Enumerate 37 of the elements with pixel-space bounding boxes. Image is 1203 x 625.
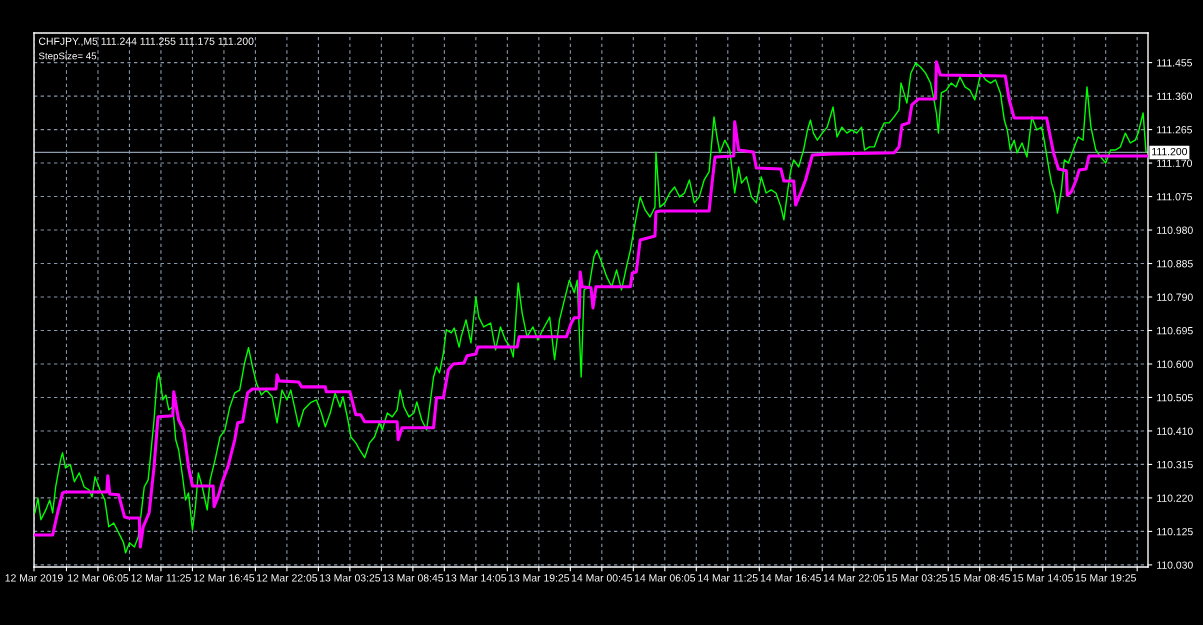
- x-tick-label: 14 Mar 22:05: [823, 574, 885, 582]
- x-tick-label: 13 Mar 19:25: [508, 574, 570, 582]
- x-tick-label: 15 Mar 14:05: [1012, 574, 1073, 582]
- x-tick-label: 12 Mar 2019: [5, 574, 63, 582]
- y-tick-label: 111.170: [1157, 159, 1193, 167]
- ref-line-label: 111.200: [1152, 147, 1188, 156]
- x-tick-label: 12 Mar 16:45: [194, 574, 255, 582]
- x-tick-label: 13 Mar 03:25: [320, 574, 381, 582]
- x-tick-label: 12 Mar 06:05: [68, 574, 129, 582]
- y-tick-label: 110.125: [1157, 527, 1193, 536]
- y-tick-label: 110.220: [1157, 494, 1193, 502]
- x-tick-label: 12 Mar 22:05: [257, 574, 318, 582]
- y-tick-label: 111.360: [1157, 92, 1193, 100]
- y-tick-label: 110.315: [1157, 460, 1193, 469]
- y-tick-label: 111.455: [1157, 59, 1193, 67]
- y-tick-label: 110.410: [1157, 427, 1193, 435]
- x-tick-label: 14 Mar 06:05: [634, 574, 696, 582]
- y-tick-label: 111.265: [1157, 126, 1193, 134]
- y-tick-label: 110.695: [1157, 326, 1193, 335]
- x-tick-label: 12 Mar 11:25: [131, 574, 191, 582]
- chart-title: CHFJPY.,M5 111.244 111.255 111.175 111.200: [38, 37, 254, 47]
- y-tick-label: 110.790: [1157, 293, 1193, 301]
- x-tick-label: 14 Mar 16:45: [760, 574, 822, 582]
- x-tick-label: 15 Mar 19:25: [1075, 574, 1136, 582]
- y-tick-label: 110.030: [1157, 561, 1193, 569]
- text: StepSize= 45: [38, 52, 97, 62]
- y-tick-label: 111.075: [1157, 193, 1193, 201]
- y-tick-label: 110.885: [1157, 260, 1193, 268]
- y-tick-label: 110.600: [1157, 360, 1193, 368]
- x-tick-label: 13 Mar 14:05: [445, 574, 507, 582]
- y-tick-label: 110.980: [1157, 226, 1193, 234]
- x-tick-label: 14 Mar 11:25: [698, 574, 758, 582]
- y-tick-label: 110.505: [1157, 393, 1193, 402]
- x-tick-label: 15 Mar 03:25: [886, 574, 947, 582]
- x-tick-label: 14 Mar 00:45: [571, 574, 633, 582]
- x-tick-label: 15 Mar 08:45: [949, 574, 1010, 582]
- x-tick-label: 13 Mar 08:45: [382, 574, 444, 582]
